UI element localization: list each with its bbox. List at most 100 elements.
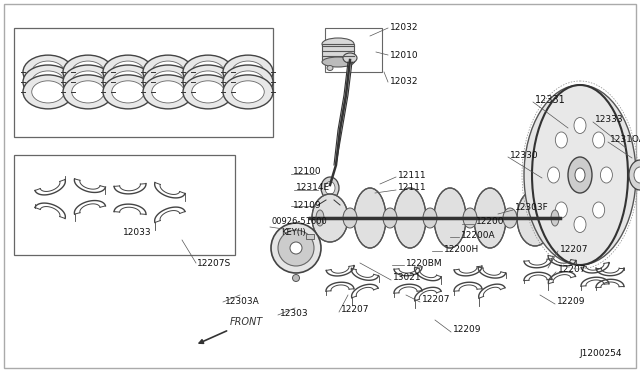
- Ellipse shape: [152, 81, 184, 103]
- Ellipse shape: [223, 65, 273, 99]
- Bar: [14, 28, 273, 137]
- Ellipse shape: [322, 38, 354, 50]
- Ellipse shape: [354, 188, 386, 248]
- Ellipse shape: [152, 61, 184, 83]
- Ellipse shape: [600, 167, 612, 183]
- Text: 12200H: 12200H: [444, 244, 479, 253]
- Ellipse shape: [103, 75, 153, 109]
- Text: 12303: 12303: [280, 308, 308, 317]
- Text: 00926-51600: 00926-51600: [272, 218, 328, 227]
- Ellipse shape: [223, 75, 273, 109]
- Text: 12200: 12200: [476, 218, 504, 227]
- Bar: [306, 234, 314, 239]
- Ellipse shape: [72, 71, 104, 93]
- Ellipse shape: [503, 208, 517, 228]
- Ellipse shape: [593, 132, 605, 148]
- Ellipse shape: [568, 157, 592, 193]
- Text: 12209: 12209: [453, 326, 481, 334]
- Ellipse shape: [556, 132, 567, 148]
- Ellipse shape: [103, 55, 153, 89]
- Ellipse shape: [192, 81, 224, 103]
- Ellipse shape: [63, 75, 113, 109]
- Ellipse shape: [634, 167, 640, 183]
- Ellipse shape: [112, 61, 144, 83]
- Ellipse shape: [23, 55, 73, 89]
- Ellipse shape: [192, 61, 224, 83]
- Text: 13021: 13021: [393, 273, 422, 282]
- Ellipse shape: [574, 118, 586, 134]
- Bar: [322, 44, 354, 62]
- Text: 1220BM: 1220BM: [406, 259, 443, 267]
- Text: 12200A: 12200A: [461, 231, 495, 240]
- Text: 12033: 12033: [123, 228, 151, 237]
- Ellipse shape: [32, 81, 64, 103]
- Ellipse shape: [322, 57, 354, 67]
- Ellipse shape: [143, 55, 193, 89]
- Text: 12207: 12207: [422, 295, 451, 305]
- Text: 12333: 12333: [595, 115, 623, 125]
- Text: 12303F: 12303F: [515, 203, 548, 212]
- Ellipse shape: [343, 208, 357, 228]
- Ellipse shape: [474, 188, 506, 248]
- Ellipse shape: [143, 75, 193, 109]
- Bar: [14, 155, 235, 255]
- Ellipse shape: [223, 55, 273, 89]
- Ellipse shape: [192, 71, 224, 93]
- Ellipse shape: [72, 81, 104, 103]
- Ellipse shape: [143, 65, 193, 99]
- Ellipse shape: [434, 188, 466, 248]
- Ellipse shape: [32, 71, 64, 93]
- Text: FRONT: FRONT: [199, 317, 263, 343]
- Ellipse shape: [325, 182, 335, 195]
- Ellipse shape: [548, 167, 559, 183]
- Ellipse shape: [423, 208, 437, 228]
- Ellipse shape: [575, 168, 585, 182]
- Ellipse shape: [629, 160, 640, 190]
- Ellipse shape: [593, 202, 605, 218]
- Ellipse shape: [517, 190, 553, 246]
- Text: 12209: 12209: [557, 298, 586, 307]
- Ellipse shape: [292, 275, 300, 282]
- Text: 12331: 12331: [535, 95, 566, 105]
- Ellipse shape: [152, 71, 184, 93]
- Ellipse shape: [183, 55, 233, 89]
- Ellipse shape: [232, 81, 264, 103]
- Ellipse shape: [232, 61, 264, 83]
- Ellipse shape: [343, 53, 357, 63]
- Text: J1200254: J1200254: [579, 349, 622, 357]
- Ellipse shape: [463, 208, 477, 228]
- Text: 12303A: 12303A: [225, 296, 260, 305]
- Text: 12111: 12111: [398, 170, 427, 180]
- Text: 12207: 12207: [560, 244, 589, 253]
- Ellipse shape: [32, 61, 64, 83]
- Text: 12314E: 12314E: [296, 183, 330, 192]
- Polygon shape: [334, 62, 352, 165]
- Ellipse shape: [271, 223, 321, 273]
- Text: 12100: 12100: [293, 167, 322, 176]
- Ellipse shape: [112, 71, 144, 93]
- Ellipse shape: [574, 217, 586, 232]
- Ellipse shape: [312, 194, 348, 242]
- Ellipse shape: [63, 65, 113, 99]
- Text: 12207S: 12207S: [197, 259, 231, 267]
- Text: 12207: 12207: [558, 266, 586, 275]
- Ellipse shape: [524, 85, 636, 265]
- Text: 12032: 12032: [390, 23, 419, 32]
- Ellipse shape: [23, 75, 73, 109]
- Ellipse shape: [183, 65, 233, 99]
- Ellipse shape: [327, 65, 333, 71]
- Ellipse shape: [316, 210, 324, 226]
- Text: 12032: 12032: [390, 77, 419, 87]
- Ellipse shape: [394, 188, 426, 248]
- Ellipse shape: [321, 177, 339, 199]
- Ellipse shape: [232, 71, 264, 93]
- Text: 12207: 12207: [341, 305, 369, 314]
- Ellipse shape: [290, 242, 302, 254]
- Ellipse shape: [23, 65, 73, 99]
- Text: 12111: 12111: [398, 183, 427, 192]
- Text: 1231OA: 1231OA: [610, 135, 640, 144]
- Ellipse shape: [63, 55, 113, 89]
- Text: 12010: 12010: [390, 51, 419, 60]
- Ellipse shape: [551, 210, 559, 226]
- Text: KEY(I): KEY(I): [281, 228, 306, 237]
